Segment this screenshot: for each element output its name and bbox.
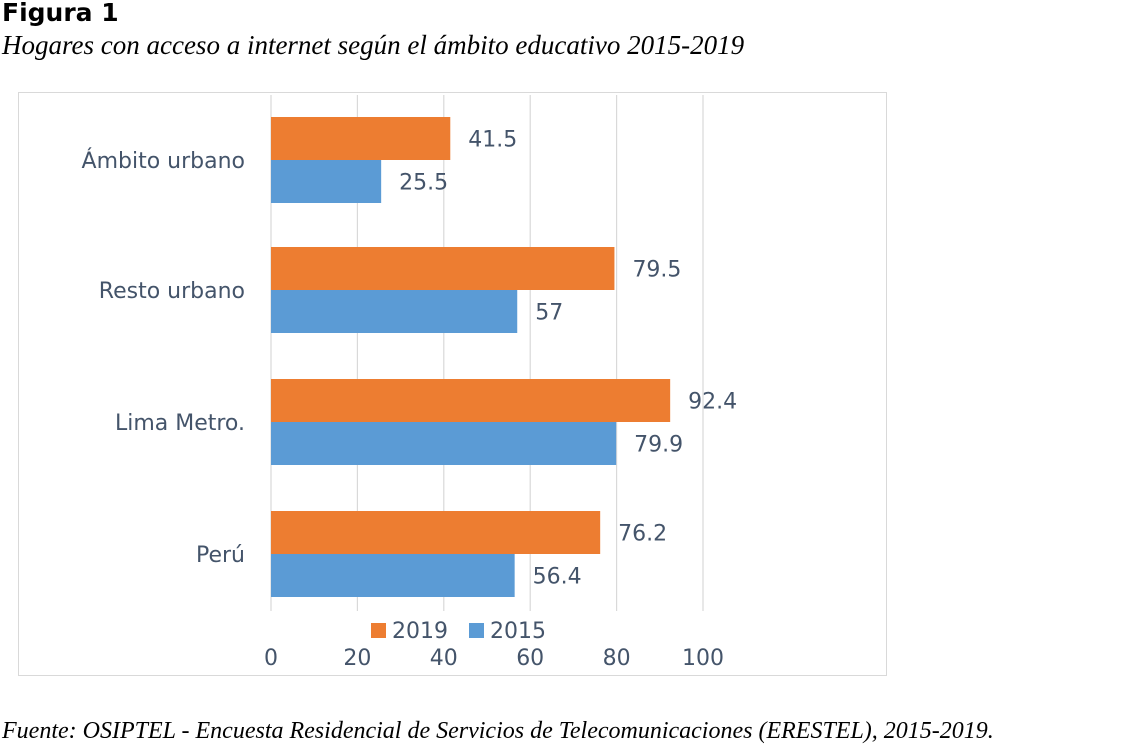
bar-2015-2 bbox=[271, 422, 617, 465]
data-label-2015-2: 79.9 bbox=[634, 433, 683, 458]
bar-2015-1 bbox=[271, 290, 518, 333]
source-note: Fuente: OSIPTEL - Encuesta Residencial d… bbox=[2, 718, 994, 744]
figure-title: Hogares con acceso a internet según el á… bbox=[2, 30, 745, 60]
legend-label-2019: 2019 bbox=[392, 619, 448, 644]
category-label-1: Resto urbano bbox=[99, 279, 245, 304]
data-label-2019-0: 41.5 bbox=[468, 128, 517, 153]
x-tick-label-20: 20 bbox=[343, 646, 371, 671]
bar-2015-0 bbox=[271, 160, 382, 203]
chart-frame: 0 20 40 60 80 100 41.5 25.5 Ámbito urbano 79.5 57 R… bbox=[18, 92, 887, 676]
bar-2019-1 bbox=[271, 247, 615, 290]
data-label-2015-1: 57 bbox=[535, 301, 563, 326]
bar-2019-3 bbox=[271, 511, 601, 554]
x-tick-label-0: 0 bbox=[264, 646, 278, 671]
category-label-2: Lima Metro. bbox=[115, 411, 245, 436]
bar-2019-2 bbox=[271, 379, 671, 422]
figure-label: Figura 1 bbox=[2, 0, 119, 27]
bar-chart: 0 20 40 60 80 100 41.5 25.5 Ámbito urbano 79.5 57 R… bbox=[82, 95, 737, 671]
data-label-2019-3: 76.2 bbox=[618, 522, 667, 547]
data-label-2015-3: 56.4 bbox=[533, 565, 582, 590]
x-tick-label-60: 60 bbox=[516, 646, 544, 671]
bar-2015-3 bbox=[271, 554, 515, 597]
x-tick-label-100: 100 bbox=[682, 646, 724, 671]
x-tick-label-80: 80 bbox=[603, 646, 631, 671]
data-label-2019-1: 79.5 bbox=[632, 258, 681, 283]
data-label-2019-2: 92.4 bbox=[688, 390, 737, 415]
legend-label-2015: 2015 bbox=[490, 619, 546, 644]
category-label-3: Perú bbox=[196, 543, 245, 568]
data-label-2015-0: 25.5 bbox=[399, 171, 448, 196]
bar-2019-0 bbox=[271, 117, 451, 160]
category-label-0: Ámbito urbano bbox=[82, 148, 245, 174]
legend-swatch-2015 bbox=[469, 623, 484, 638]
x-tick-label-40: 40 bbox=[430, 646, 458, 671]
legend-swatch-2019 bbox=[371, 623, 386, 638]
